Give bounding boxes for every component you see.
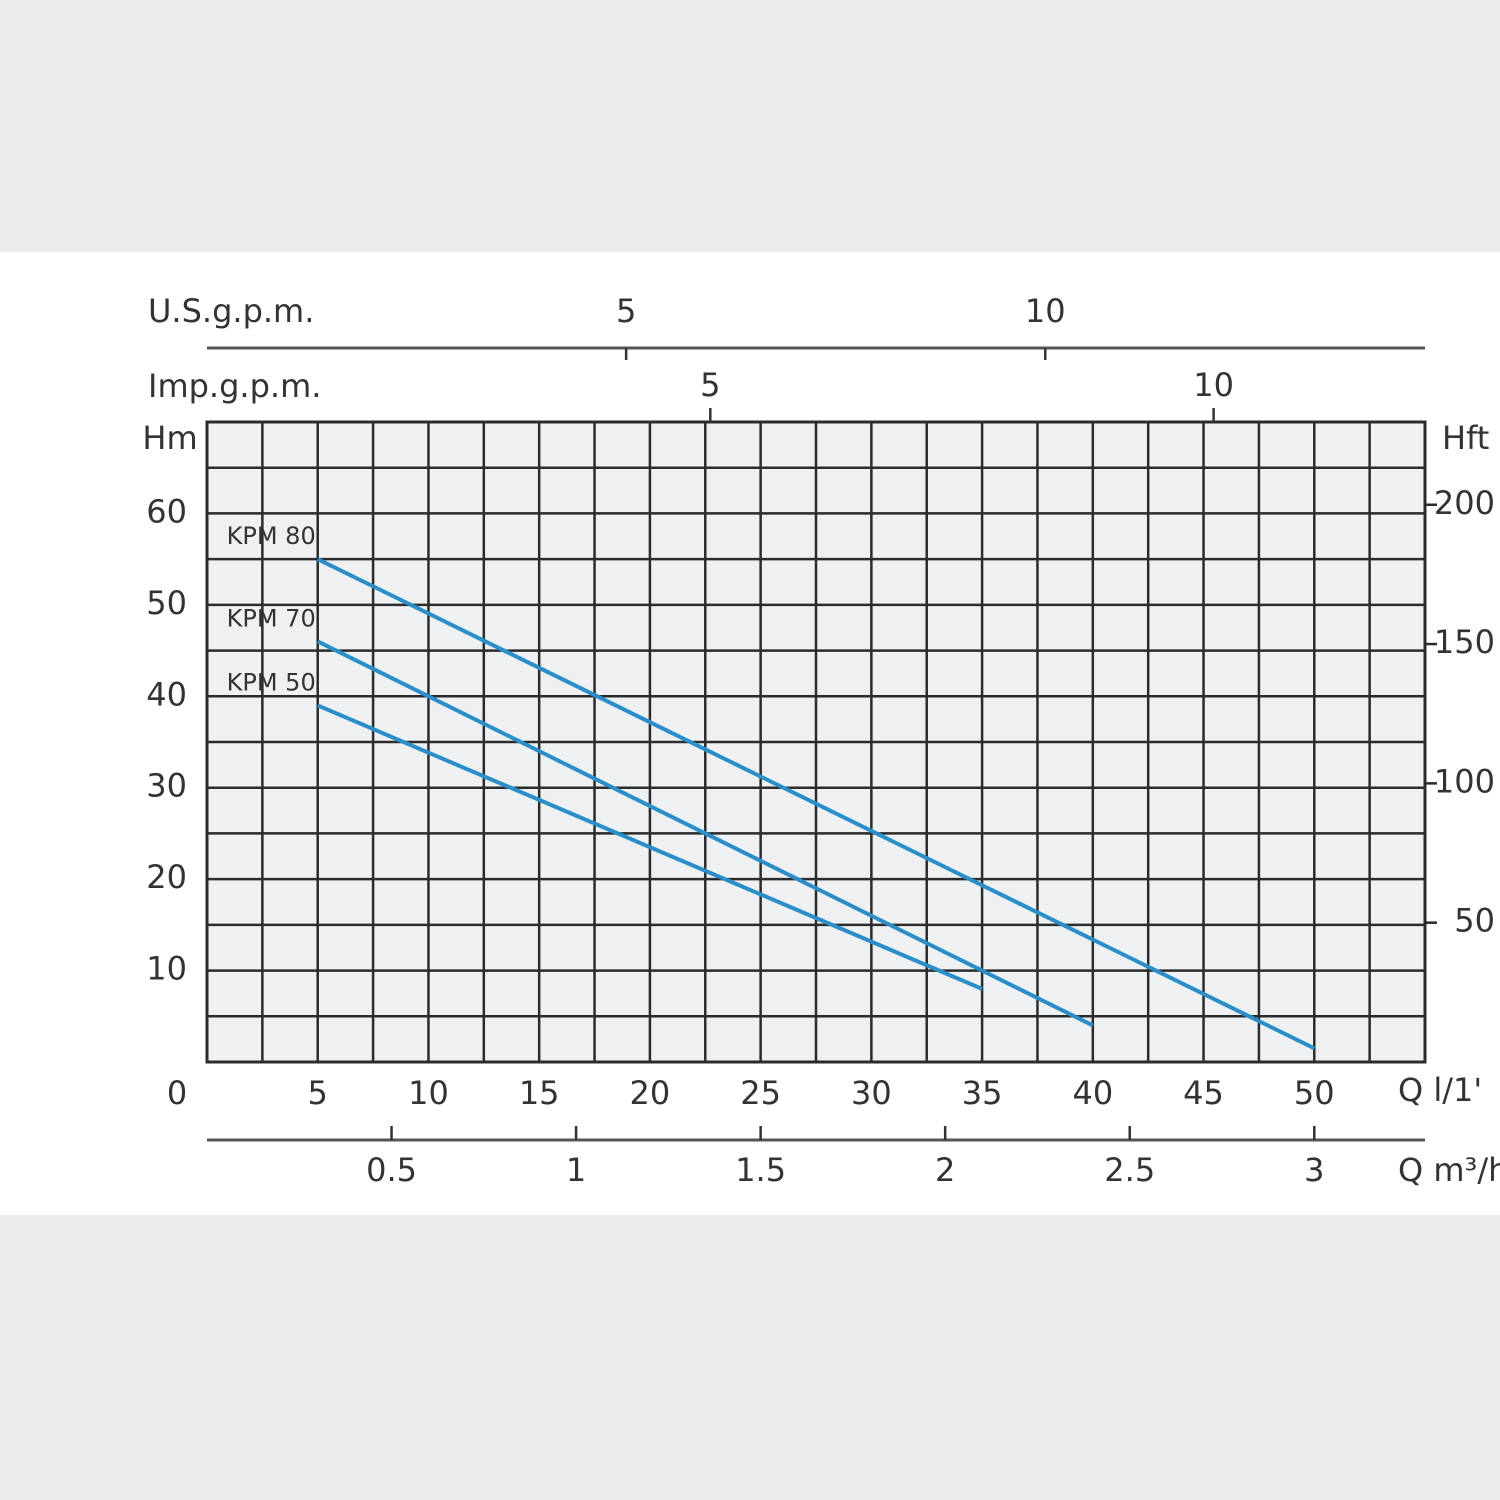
top-tick-label: 10 xyxy=(1193,366,1234,404)
series-line xyxy=(316,639,1094,1028)
x-axis-label: Q l/1' xyxy=(1398,1071,1482,1109)
series-label: KPM 80 xyxy=(227,522,316,550)
x-tick-label: 10 xyxy=(408,1074,449,1112)
y2-axis-label: Hft xyxy=(1442,419,1489,457)
x-tick-label: 25 xyxy=(740,1074,781,1112)
x-tick-label: 35 xyxy=(962,1074,1003,1112)
x-tick-label: 15 xyxy=(519,1074,560,1112)
series-label: KPM 70 xyxy=(227,604,316,632)
y-tick-label: 30 xyxy=(146,767,187,805)
bottom-tick-label: 2 xyxy=(935,1151,955,1189)
x-tick-label: 45 xyxy=(1183,1074,1224,1112)
y2-tick-label: 200 xyxy=(1434,484,1495,522)
top-axis-label: Imp.g.p.m. xyxy=(148,367,321,405)
x-tick-label: 40 xyxy=(1072,1074,1113,1112)
y-tick-label: 50 xyxy=(146,584,187,622)
y-tick-label: 60 xyxy=(146,492,187,530)
bottom-tick-label: 1.5 xyxy=(735,1151,786,1189)
y2-tick-label: 100 xyxy=(1434,762,1495,800)
y2-tick-label: 50 xyxy=(1454,902,1495,940)
y-axis-label: Hm xyxy=(142,419,197,457)
bottom-tick-label: 0.5 xyxy=(366,1151,417,1189)
bottom-tick-label: 1 xyxy=(566,1151,586,1189)
series-line xyxy=(316,703,983,991)
y-tick-label: 20 xyxy=(146,858,187,896)
bottom-tick-label: 2.5 xyxy=(1104,1151,1155,1189)
y-tick-label: 10 xyxy=(146,950,187,988)
x-tick-label: 5 xyxy=(308,1074,328,1112)
series-line xyxy=(316,557,1316,1051)
top-tick-label: 5 xyxy=(616,292,636,330)
bottom-axis-label: Q m³/h xyxy=(1398,1151,1500,1189)
y-tick-label: 40 xyxy=(146,675,187,713)
x-tick-label: 30 xyxy=(851,1074,892,1112)
series-label: KPM 50 xyxy=(227,668,316,696)
x-tick-label: 0 xyxy=(167,1074,187,1112)
bottom-tick-label: 3 xyxy=(1304,1151,1324,1189)
y2-tick-label: 150 xyxy=(1434,623,1495,661)
top-tick-label: 10 xyxy=(1025,292,1066,330)
top-axis-label: U.S.g.p.m. xyxy=(148,292,314,330)
x-tick-label: 20 xyxy=(630,1074,671,1112)
x-tick-label: 50 xyxy=(1294,1074,1335,1112)
top-tick-label: 5 xyxy=(700,366,720,404)
